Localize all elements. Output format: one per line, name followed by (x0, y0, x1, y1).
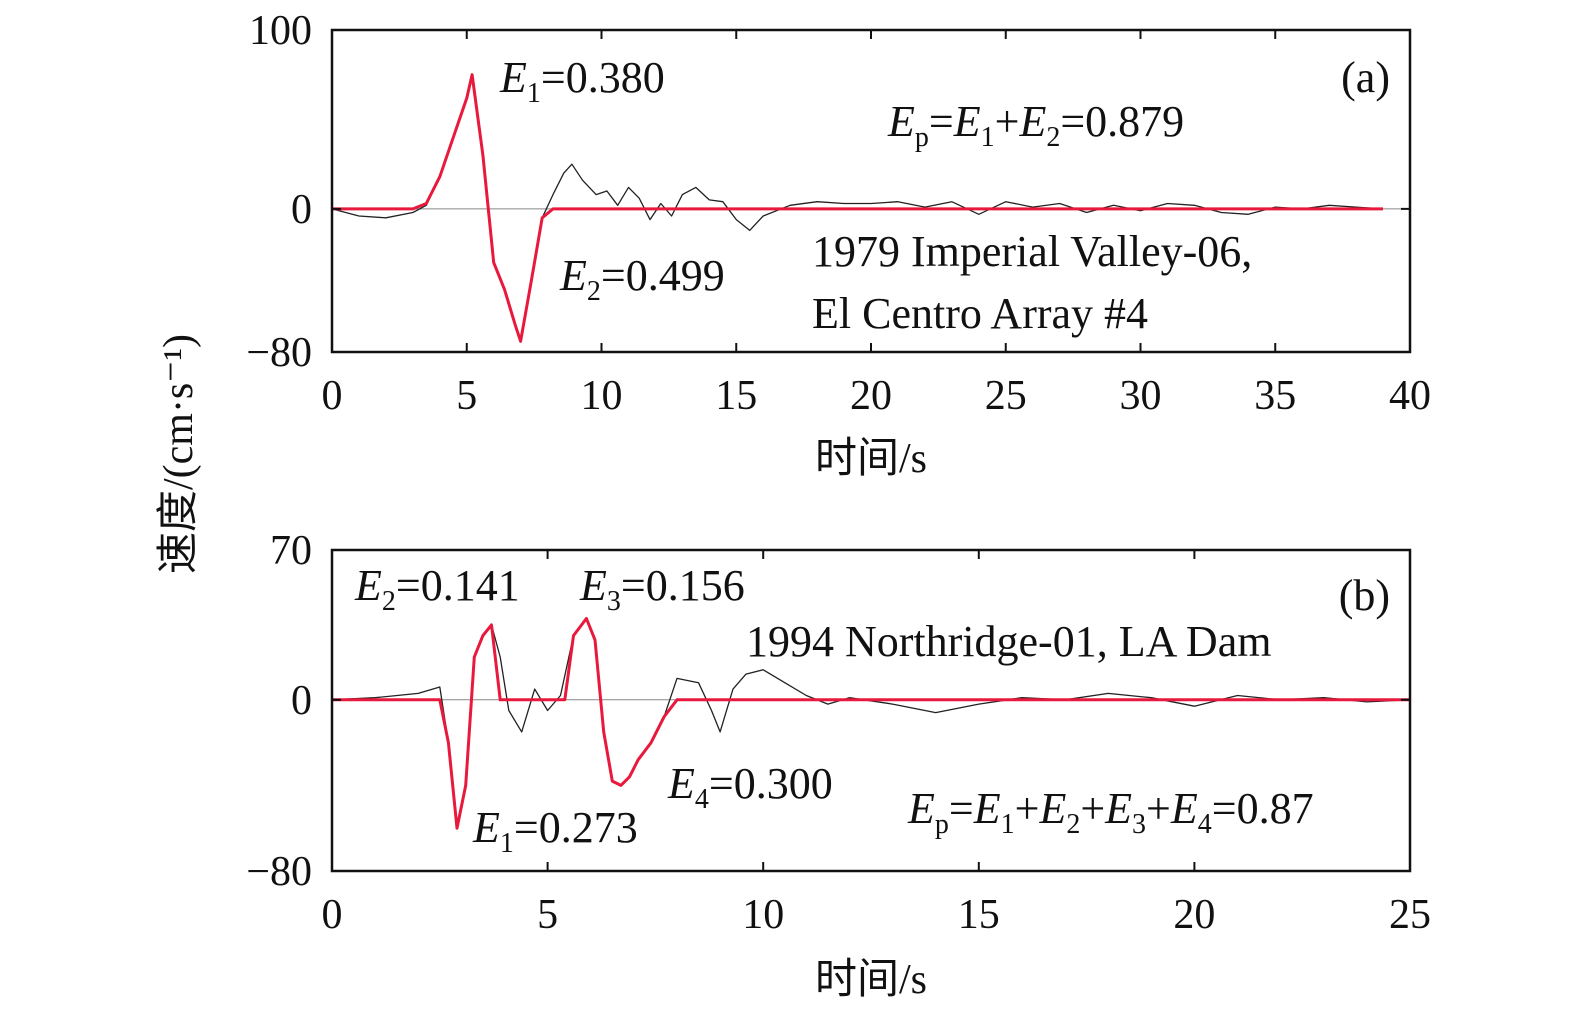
panel-b-label: (b) (1339, 571, 1390, 620)
panel-b-series-pulse (332, 617, 1410, 830)
panel-a-x-tick-label: 20 (850, 373, 892, 419)
panel-a-y-tick-label: 100 (249, 8, 312, 54)
panel-a-x-tick-label: 10 (581, 373, 623, 419)
panel-a-record-line-1: 1979 Imperial Valley-06, (812, 227, 1252, 276)
panel-a-series-pulse (332, 73, 1383, 343)
panel-b-record-line-1: 1994 Northridge-01, LA Dam (746, 617, 1271, 666)
panel-b-frame (330, 548, 1412, 873)
panel-b-y-tick-label: 0 (291, 678, 312, 724)
panel-b-y-ticks: −80 0 70 (246, 528, 1410, 895)
panel-b-annotation-e1: E1=0.273 (472, 803, 638, 859)
panel-b-x-tick-label: 5 (537, 892, 558, 938)
panel-b-x-axis-title: 时间/s (815, 957, 927, 1003)
panel-b-annotation-e3: E3=0.156 (579, 561, 745, 617)
panel-b-x-ticks: 0 5 10 15 20 25 (322, 550, 1431, 938)
panel-a-x-tick-label: 25 (985, 373, 1027, 419)
y-axis-title: 速度/(cm·s⁻¹) (156, 334, 202, 574)
panel-a-x-tick-label: 0 (322, 373, 343, 419)
panel-a-x-tick-label: 35 (1254, 373, 1296, 419)
panel-a-x-axis-title: 时间/s (815, 436, 927, 482)
panel-b-y-tick-label: −80 (246, 849, 312, 895)
panel-a-x-tick-label: 15 (715, 373, 757, 419)
panel-a-x-tick-label: 30 (1120, 373, 1162, 419)
panel-a-annotation-e1: E1=0.380 (499, 53, 665, 109)
panel-a-x-tick-label: 40 (1389, 373, 1431, 419)
panel-a-record-line-2: El Centro Array #4 (812, 289, 1148, 338)
panel-b-x-tick-label: 15 (958, 892, 1000, 938)
panel-b-x-tick-label: 25 (1389, 892, 1431, 938)
panel-a-y-tick-label: −80 (246, 330, 312, 376)
panel-b-x-tick-label: 20 (1173, 892, 1215, 938)
panel-a-y-tick-label: 0 (291, 187, 312, 233)
panel-b-x-tick-label: 10 (742, 892, 784, 938)
panel-b-series-line-pulse (332, 617, 1410, 830)
panel-a-label: (a) (1341, 53, 1390, 102)
panel-a-annotation-ep: Ep=E1+E2=0.879 (887, 97, 1184, 153)
panel-b-annotation-e2: E2=0.141 (354, 561, 520, 617)
panel-a-x-tick-label: 5 (456, 373, 477, 419)
panel-a-annotation-e2: E2=0.499 (559, 251, 725, 307)
panel-a-x-ticks: 0 5 10 15 20 25 30 35 40 (322, 30, 1431, 419)
panel-a-series-line-pulse (332, 73, 1383, 343)
panel-b-annotation-ep: Ep=E1+E2+E3+E4=0.87 (907, 784, 1314, 840)
panel-b-y-tick-label: 70 (270, 528, 312, 574)
panel-b-x-tick-label: 0 (322, 892, 343, 938)
panel-a-y-ticks: −80 0 100 (246, 8, 1410, 376)
panel-b-annotation-e4: E4=0.300 (667, 759, 833, 815)
